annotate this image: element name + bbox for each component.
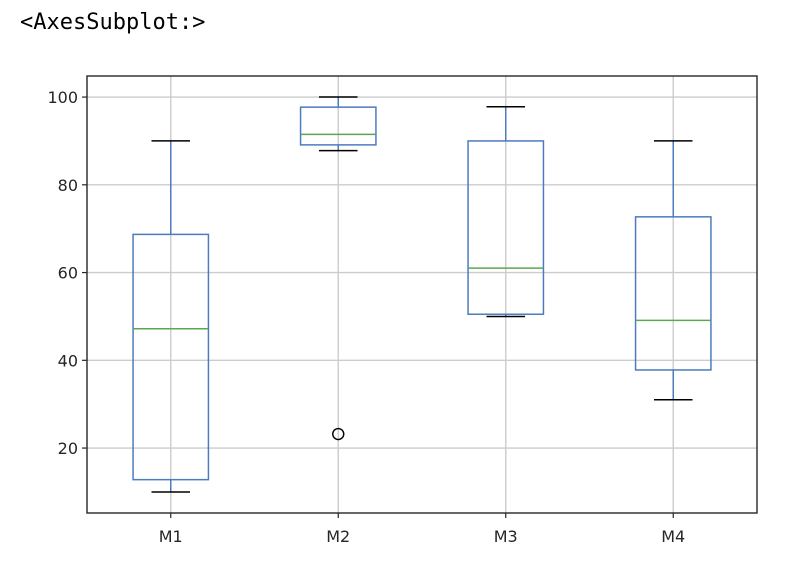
y-tick-label: 40 [58,351,78,370]
iqr-box [299,106,377,146]
x-tick-label: M2 [326,527,350,546]
iqr-box [467,140,545,315]
y-tick-label: 100 [47,88,78,107]
iqr-box [132,233,210,481]
boxes-layer [132,96,712,493]
box-group-m2 [299,96,377,441]
iqr-box [634,216,712,371]
box-group-m1 [132,140,210,493]
x-tick-label: M4 [661,527,685,546]
tick-layer: 20 40 60 80 100 M1 M2 M3 M4 [47,88,685,546]
y-tick-label: 80 [58,176,78,195]
y-tick-label: 20 [58,439,78,458]
output-repr: <AxesSubplot:> [20,10,206,35]
x-tick-label: M1 [159,527,183,546]
x-tick-label: M3 [494,527,518,546]
axes-frame [86,75,758,514]
box-group-m3 [467,105,545,318]
box-group-m4 [634,140,712,401]
outlier-point [332,427,345,441]
y-tick-label: 60 [58,264,78,283]
